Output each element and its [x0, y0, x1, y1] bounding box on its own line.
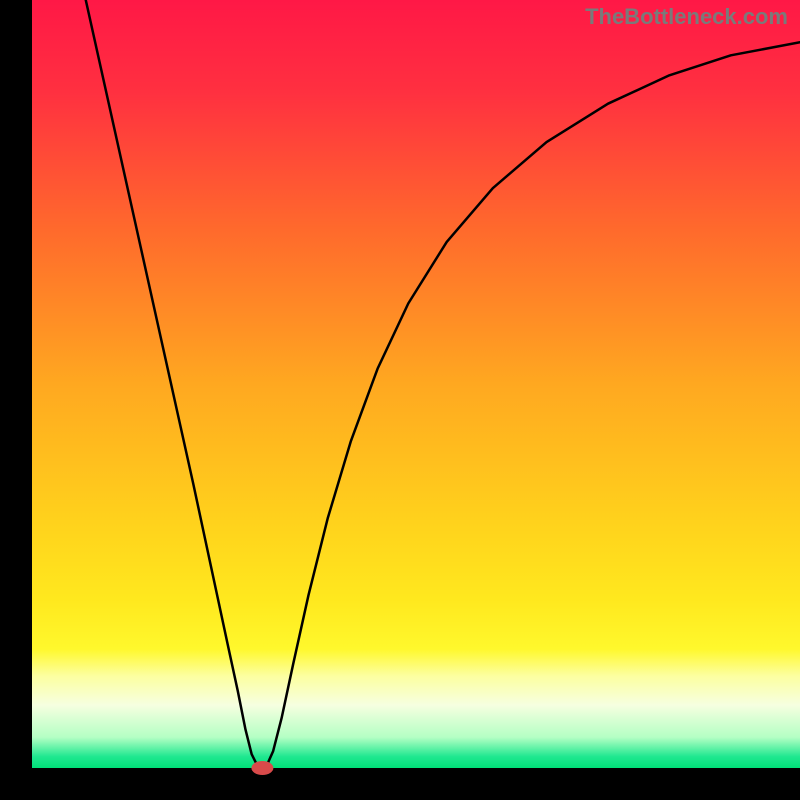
minimum-marker [251, 761, 273, 775]
watermark-text: TheBottleneck.com [585, 4, 788, 30]
x-axis [0, 768, 800, 800]
y-axis [0, 0, 32, 800]
chart-container: TheBottleneck.com [0, 0, 800, 800]
chart-svg [0, 0, 800, 800]
plot-background [32, 0, 800, 768]
